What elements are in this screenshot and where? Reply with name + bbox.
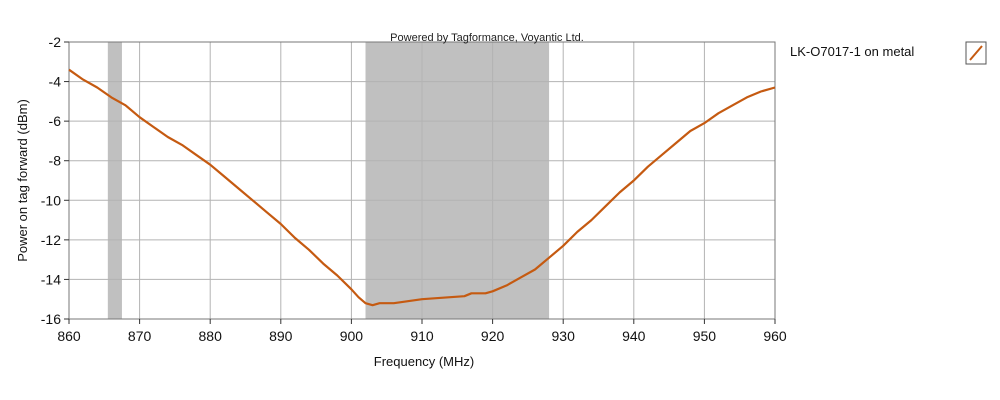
x-tick-label-950: 950 <box>693 328 717 344</box>
y-tick-label--6: -6 <box>49 113 62 129</box>
x-tick-label-870: 870 <box>128 328 152 344</box>
y-tick-label--12: -12 <box>41 232 61 248</box>
shaded-bands <box>107 42 550 319</box>
x-axis-label: Frequency (MHz) <box>374 354 474 369</box>
x-tick-label-890: 890 <box>269 328 293 344</box>
y-tick-label--16: -16 <box>41 311 61 327</box>
shaded-band-0 <box>107 42 122 319</box>
x-tick-label-960: 960 <box>763 328 787 344</box>
x-tick-label-860: 860 <box>57 328 81 344</box>
y-ticks: -2 -4 -6 -8 -10 -12 -14 -16 <box>41 34 69 327</box>
y-tick-label--10: -10 <box>41 192 61 208</box>
x-tick-label-920: 920 <box>481 328 505 344</box>
legend-entry-label: LK-O7017-1 on metal <box>790 44 914 59</box>
y-tick-label--8: -8 <box>49 153 62 169</box>
y-tick-label--14: -14 <box>41 271 61 287</box>
x-tick-label-880: 880 <box>199 328 223 344</box>
legend: LK-O7017-1 on metal <box>790 41 987 65</box>
y-tick-label--4: -4 <box>49 74 62 90</box>
y-axis-label: Power on tag forward (dBm) <box>15 99 30 262</box>
series-layer <box>68 68 776 307</box>
x-ticks: 860 870 880 890 900 910 920 930 940 950 960 <box>57 319 787 344</box>
x-tick-label-940: 940 <box>622 328 646 344</box>
x-tick-label-900: 900 <box>340 328 364 344</box>
shaded-band-1 <box>365 42 550 319</box>
x-tick-label-910: 910 <box>410 328 434 344</box>
watermark: Powered by Tagformance, Voyantic Ltd. <box>390 32 584 44</box>
x-tick-label-930: 930 <box>552 328 576 344</box>
series-line-0 <box>68 68 776 307</box>
grid <box>69 42 775 319</box>
y-tick-label--2: -2 <box>49 34 62 50</box>
legend-swatch-line <box>969 45 983 61</box>
